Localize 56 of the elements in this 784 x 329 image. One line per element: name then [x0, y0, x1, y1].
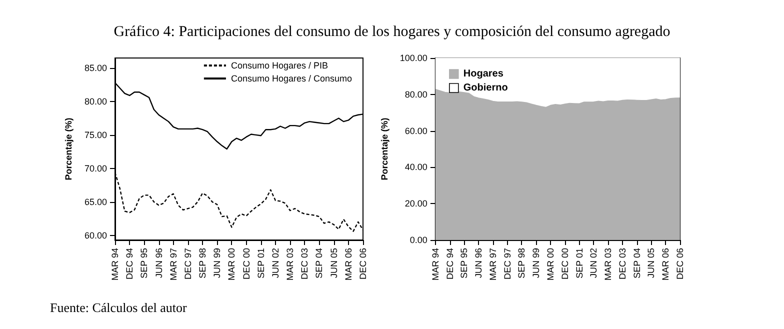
x-tick-label: JUN 02	[588, 248, 599, 278]
x-tick-label: DEC 00	[560, 248, 570, 280]
x-tick-label: DEC 94	[444, 248, 455, 280]
y-tick-label: 75.00	[84, 130, 107, 140]
x-tick-label: DEC 06	[358, 248, 368, 280]
legend-label: Consumo Hogares / Consumo	[230, 74, 352, 84]
x-tick-label: DEC 06	[675, 248, 685, 280]
x-tick-label: MAR 94	[110, 248, 120, 281]
y-tick-label: 60.00	[404, 126, 428, 136]
x-tick-label: MAR 00	[546, 248, 556, 281]
y-tick-label: 40.00	[404, 162, 428, 172]
x-tick-label: DEC 00	[241, 248, 252, 280]
legend-label: Hogares	[463, 68, 504, 80]
y-tick-label: 80.00	[84, 96, 107, 106]
x-tick-label: MAR 00	[226, 248, 237, 281]
x-tick-label: MAR 06	[343, 248, 354, 281]
x-tick-label: MAR 03	[285, 248, 296, 281]
source-note: Fuente: Cálculos del autor	[50, 300, 187, 316]
y-tick-label: 85.00	[84, 63, 107, 74]
x-tick-label: MAR 97	[168, 248, 178, 281]
x-tick-label: JUN 05	[646, 248, 656, 278]
x-tick-label: JUN 02	[270, 248, 280, 278]
legend-label: Consumo Hogares / PIB	[230, 60, 328, 70]
y-tick-label: 100.00	[400, 53, 428, 63]
series-label: Gobierno	[463, 82, 508, 94]
x-tick-label: JUN 96	[154, 248, 164, 278]
x-tick-label: JUN 99	[531, 248, 542, 278]
x-tick-label: MAR 03	[603, 248, 614, 281]
x-tick-label: MAR 06	[660, 248, 671, 281]
x-tick-label: MAR 97	[488, 248, 498, 281]
y-tick-label: 70.00	[84, 163, 107, 174]
y-tick-label: 80.00	[404, 89, 428, 100]
x-tick-label: SEP 95	[459, 248, 470, 278]
x-tick-label: SEP 01	[574, 248, 584, 278]
x-tick-label: DEC 97	[182, 248, 193, 280]
x-tick-label: SEP 04	[314, 248, 324, 278]
y-tick-label: 65.00	[84, 196, 107, 207]
y-axis-title: Porcentaje (%)	[380, 118, 390, 180]
chart-title: Gráfico 4: Participaciones del consumo de los hogares y composición del consumo agregado	[112, 24, 672, 41]
y-tick-label: 0.00	[410, 235, 428, 245]
x-tick-label: SEP 98	[516, 248, 527, 278]
x-tick-label: DEC 94	[124, 248, 135, 280]
y-tick-label: 60.00	[84, 230, 107, 240]
x-tick-label: SEP 98	[198, 248, 208, 278]
x-tick-label: SEP 95	[139, 248, 150, 278]
x-tick-label: DEC 03	[300, 248, 310, 280]
x-tick-label: MAR 94	[430, 248, 440, 281]
y-tick-label: 20.00	[404, 198, 428, 209]
x-tick-label: SEP 01	[256, 248, 266, 278]
x-tick-label: JUN 05	[328, 248, 339, 278]
y-axis-title: Porcentaje (%)	[64, 118, 74, 180]
x-tick-label: JUN 96	[474, 248, 484, 278]
x-tick-label: DEC 97	[502, 248, 512, 280]
x-tick-label: SEP 04	[632, 248, 642, 278]
x-tick-label: DEC 03	[617, 248, 628, 280]
x-tick-label: JUN 99	[212, 248, 222, 278]
